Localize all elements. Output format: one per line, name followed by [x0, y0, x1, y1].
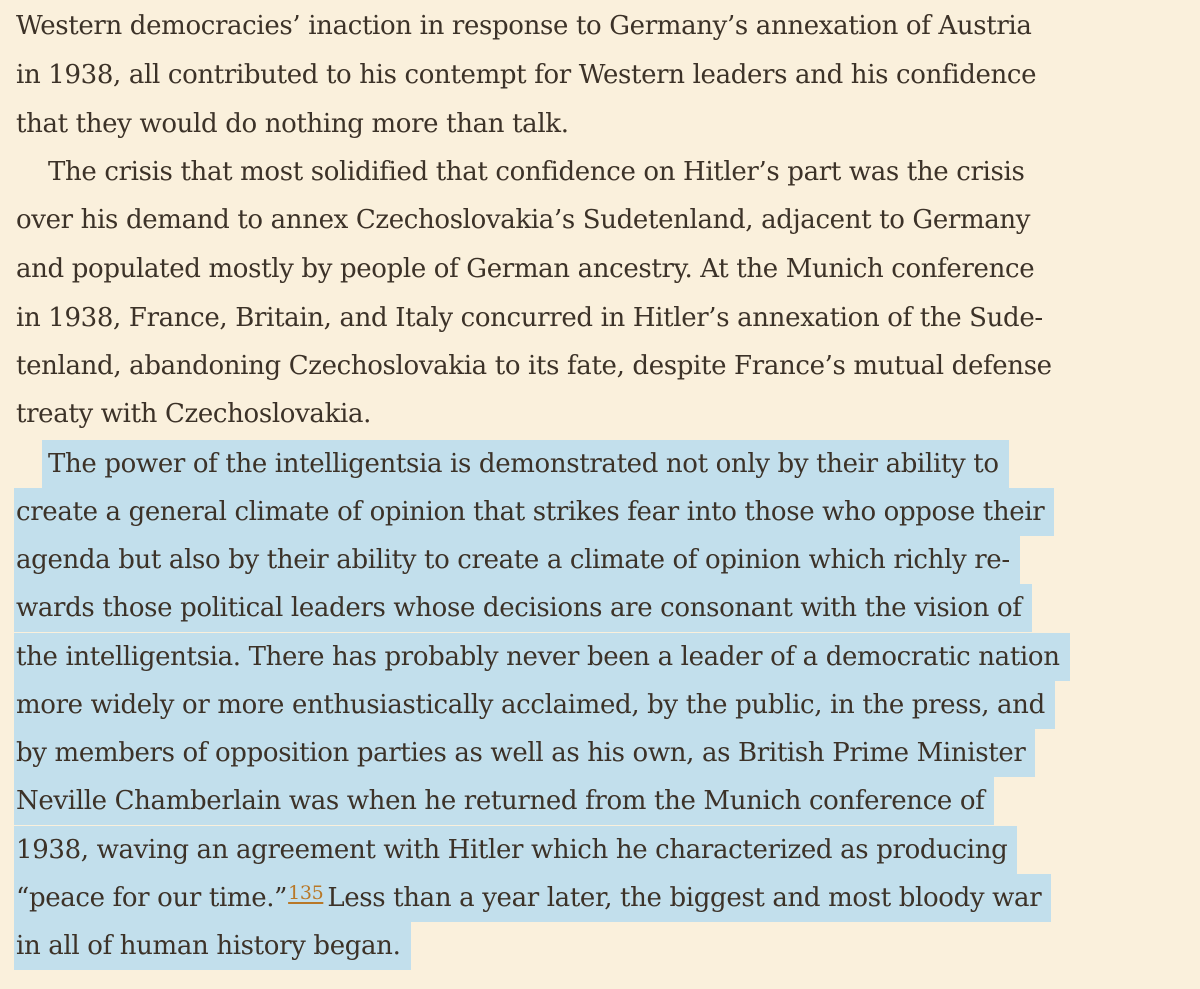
highlighted-line-6[interactable]: more widely or more enthusiastically acc…: [14, 681, 1055, 729]
highlighted-line-2[interactable]: create a general climate of opinion that…: [14, 488, 1055, 536]
paragraph-1-line-3: that they would do nothing more than tal…: [16, 109, 569, 139]
highlighted-line-5[interactable]: the intelligentsia. There has probably n…: [14, 633, 1070, 681]
highlighted-line-10[interactable]: “peace for our time.”135 Less than a year…: [14, 874, 1052, 922]
paragraph-2-line-1: The crisis that most solidified that con…: [48, 157, 1025, 187]
footnote-link[interactable]: 135: [288, 882, 324, 904]
highlighted-line-11[interactable]: in all of human history began.: [14, 922, 411, 970]
continuation-text: Less than a year later, the biggest and …: [327, 883, 1042, 913]
paragraph-2-line-3: and populated mostly by people of German…: [16, 254, 1035, 284]
quote-text: “peace for our time.”: [16, 883, 288, 913]
paragraph-2-line-5: tenland, abandoning Czechoslovakia to it…: [16, 351, 1052, 381]
paragraph-1-line-1: Western democracies’ inaction in respons…: [16, 11, 1032, 41]
paragraph-2-line-2: over his demand to annex Czechoslovakia’…: [16, 205, 1031, 235]
highlighted-line-9[interactable]: 1938, waving an agreement with Hitler wh…: [14, 826, 1018, 874]
highlighted-line-7[interactable]: by members of opposition parties as well…: [14, 729, 1036, 777]
highlighted-line-4[interactable]: wards those political leaders whose deci…: [14, 584, 1032, 632]
highlighted-line-3[interactable]: agenda but also by their ability to crea…: [14, 536, 1020, 584]
paragraph-2-line-4: in 1938, France, Britain, and Italy conc…: [16, 303, 1043, 333]
highlighted-line-8[interactable]: Neville Chamberlain was when he returned…: [14, 777, 995, 825]
paragraph-2-line-6: treaty with Czechoslovakia.: [16, 399, 372, 429]
highlighted-line-1[interactable]: The power of the intelligentsia is demon…: [42, 440, 1009, 488]
paragraph-1-line-2: in 1938, all contributed to his contempt…: [16, 60, 1037, 90]
